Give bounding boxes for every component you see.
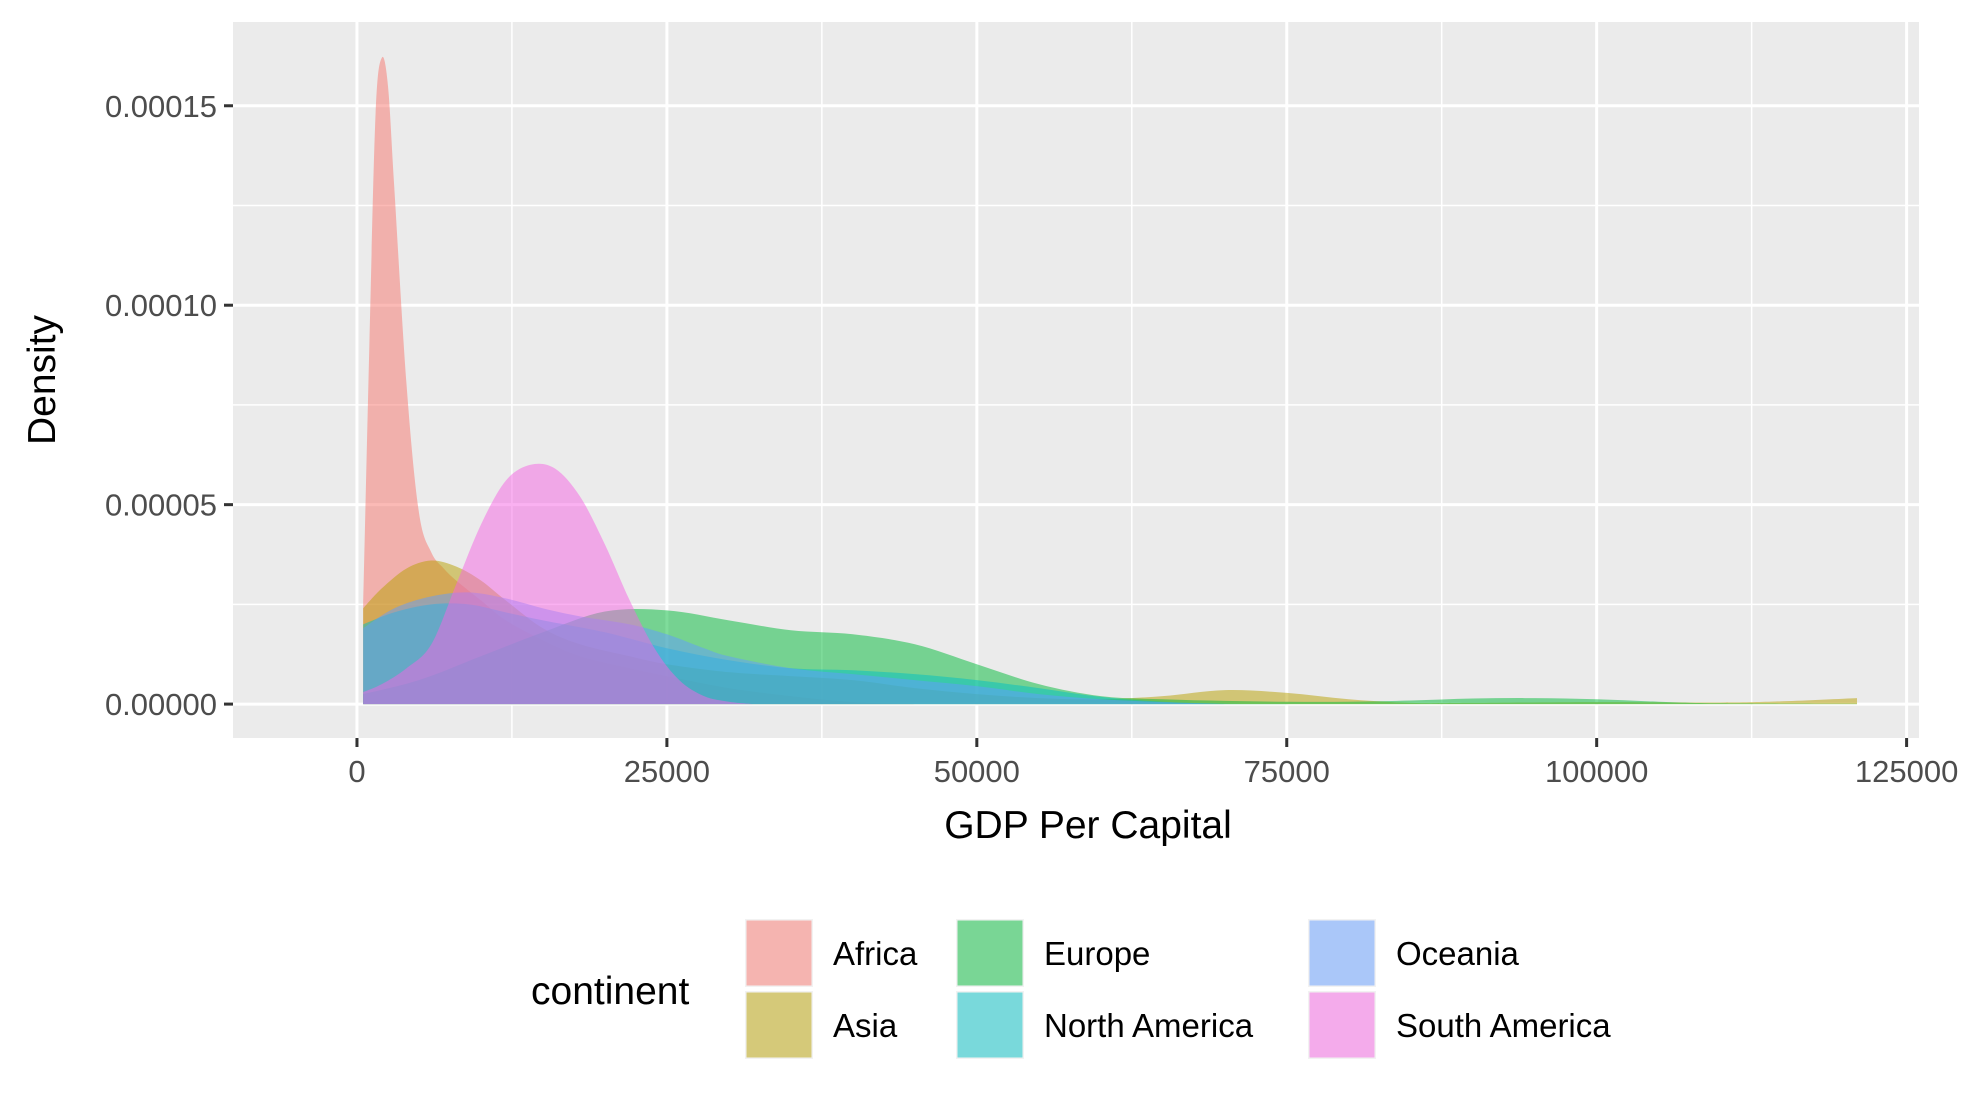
legend-label-europe: Europe	[1044, 935, 1150, 972]
legend-swatch-africa	[746, 920, 812, 986]
density-area-south-america	[363, 463, 754, 705]
legend-swatch-europe	[957, 920, 1023, 986]
legend-title: continent	[531, 970, 689, 1013]
legend-label-africa: Africa	[833, 935, 918, 972]
y-tick-labels: 0.00000 0.00005 0.00010 0.00015	[105, 89, 217, 722]
x-tick-label: 75000	[1244, 754, 1330, 789]
x-tick-label: 100000	[1545, 754, 1648, 789]
legend-swatch-oceania	[1309, 920, 1375, 986]
x-tick-label: 50000	[934, 754, 1020, 789]
legend-label-south-america: South America	[1396, 1007, 1611, 1044]
legend-swatch-north-america	[957, 992, 1023, 1058]
x-tick-labels: 0 25000 50000 75000 100000 125000	[348, 754, 1958, 789]
legend-label-oceania: Oceania	[1396, 935, 1520, 972]
y-axis-title: Density	[21, 314, 64, 445]
legend: continent Africa Asia Europe North America O…	[531, 919, 1611, 1059]
y-tick-label: 0.00010	[105, 288, 217, 323]
y-tick-label: 0.00000	[105, 687, 217, 722]
x-tick-label: 125000	[1855, 754, 1958, 789]
legend-label-asia: Asia	[833, 1007, 898, 1044]
axis-ticks	[224, 104, 1909, 747]
y-tick-label: 0.00005	[105, 488, 217, 523]
y-tick-label: 0.00015	[105, 89, 217, 124]
density-areas	[363, 56, 1858, 705]
x-tick-label: 0	[348, 754, 365, 789]
x-tick-label: 25000	[624, 754, 710, 789]
legend-swatch-asia	[746, 992, 812, 1058]
legend-swatch-south-america	[1309, 992, 1375, 1058]
grid-minor	[233, 22, 1919, 738]
x-axis-title: GDP Per Capital	[944, 804, 1232, 847]
legend-label-north-america: North America	[1044, 1007, 1254, 1044]
